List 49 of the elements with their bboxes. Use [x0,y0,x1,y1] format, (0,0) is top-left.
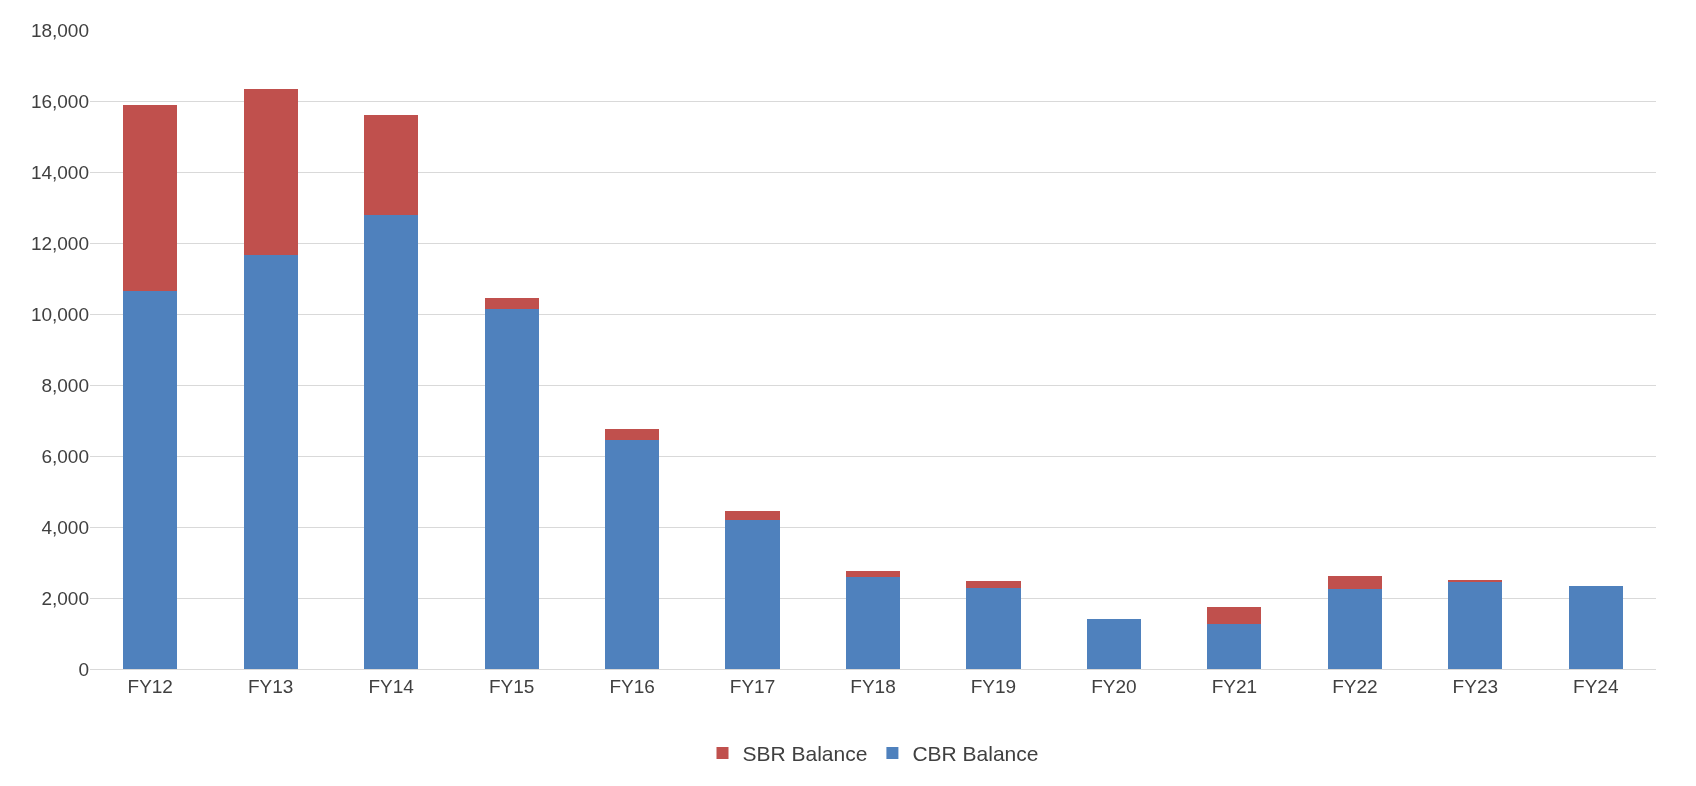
bar [123,104,178,291]
bar [1207,623,1262,669]
bar [484,298,539,309]
bar [725,510,780,520]
x-tick-label: FY23 [1452,675,1499,697]
bar [1327,588,1382,669]
y-tick-label: 2,000 [41,587,89,609]
y-tick-label: 4,000 [41,516,89,538]
bar [966,587,1021,669]
x-tick-label: FY17 [729,675,776,697]
bar [845,577,901,669]
x-tick-label: FY13 [247,675,294,697]
bar [1448,580,1503,583]
bar [966,581,1021,588]
bar [484,308,539,669]
legend-label: CBR Balance [912,742,1039,766]
legend-label: SBR Balance [742,742,868,766]
bar [725,519,780,669]
x-tick-label: FY20 [1091,675,1137,697]
bar [604,440,660,669]
x-tick-label: FY14 [368,675,415,697]
x-tick-label: FY21 [1211,675,1258,697]
bar [243,88,298,256]
bar [1207,606,1262,624]
x-tick-label: FY22 [1332,675,1378,697]
bar [364,115,419,215]
y-tick-label: 10,000 [30,303,89,325]
x-tick-label: FY16 [609,675,655,697]
bar [123,290,178,669]
bar [1568,585,1623,669]
x-tick-label: FY15 [488,675,535,697]
y-tick-label: 18,000 [30,19,89,41]
bar [364,214,419,669]
bar [1448,582,1503,669]
bar [243,255,298,669]
bar [1327,575,1382,589]
y-tick-label: 14,000 [30,161,89,183]
bar [845,570,901,578]
y-tick-label: 0 [78,658,89,680]
x-tick-label: FY19 [970,675,1017,697]
x-tick-label: FY24 [1573,675,1619,697]
bar [604,429,660,441]
y-tick-label: 12,000 [30,232,89,254]
y-tick-label: 8,000 [41,374,89,396]
x-tick-label: FY18 [850,675,896,697]
y-tick-label: 16,000 [30,90,89,112]
y-tick-label: 6,000 [41,445,89,467]
bar [1086,619,1142,669]
x-tick-label: FY12 [127,675,173,697]
